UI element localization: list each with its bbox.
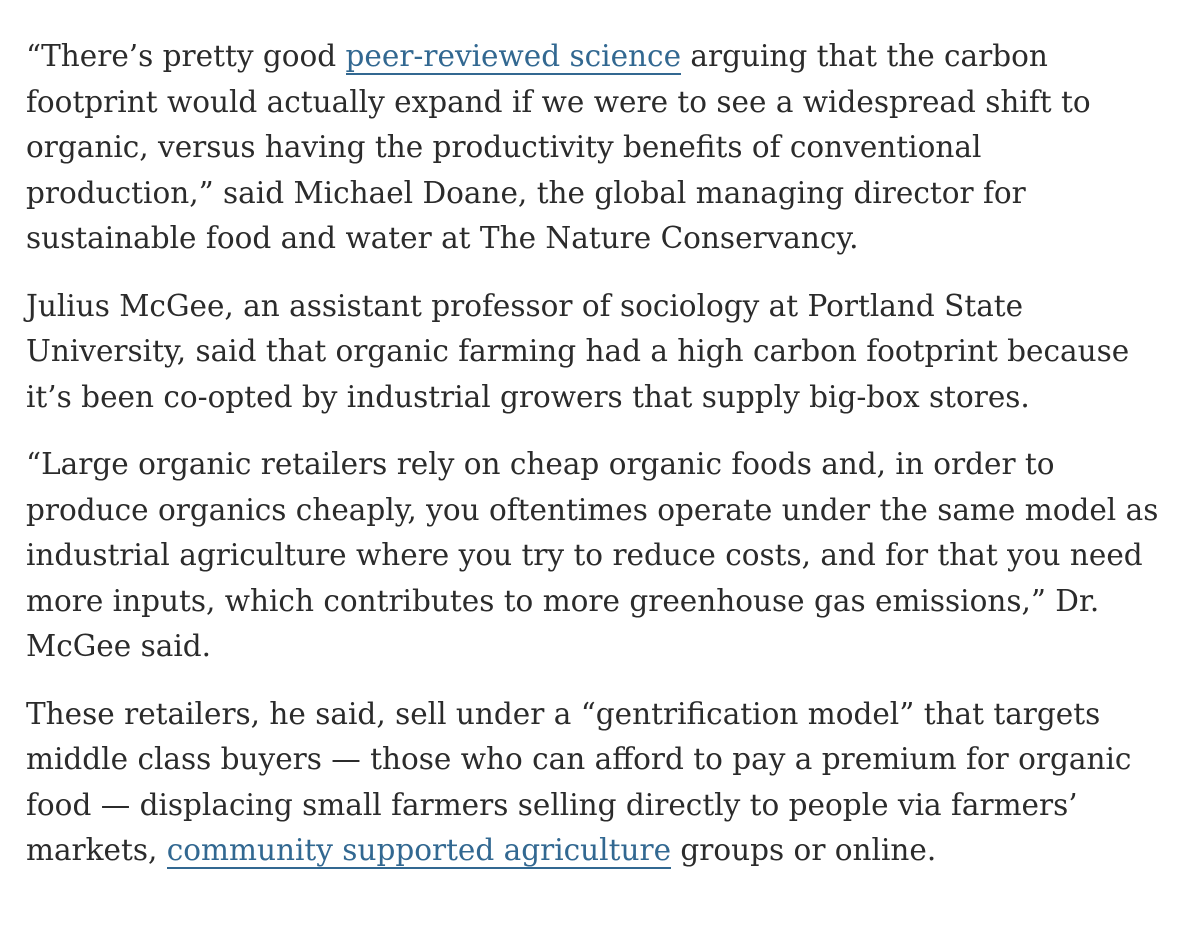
text-line: Julius McGee, an assistant professor of … [26, 288, 1024, 323]
text-segment: groups or online. [671, 833, 937, 867]
paragraph-gentrification: These retailers, he said, sell under a “… [26, 692, 1186, 874]
text-line: more inputs, which contributes to more g… [26, 583, 1100, 618]
text-line: University, said that organic farming ha… [26, 334, 1130, 368]
article-body: “There’s pretty good peer-reviewed scien… [26, 34, 1186, 896]
text-line: “There’s pretty good peer-reviewed scien… [26, 34, 1186, 80]
text-line: middle class buyers — those who can affo… [26, 742, 1132, 776]
text-line: organic, versus having the productivity … [26, 130, 982, 164]
peer-reviewed-science-link[interactable]: peer-reviewed science [345, 39, 682, 75]
community-supported-agriculture-link[interactable]: community supported agriculture [166, 833, 672, 869]
paragraph-mcgee-intro: Julius McGee, an assistant professor of … [26, 284, 1186, 421]
text-line: food — displacing small farmers selling … [26, 787, 1078, 822]
text-line: markets, community supported agriculture… [26, 828, 1186, 874]
paragraph-mcgee-quote: “Large organic retailers rely on cheap o… [26, 442, 1186, 670]
text-line: “Large organic retailers rely on cheap o… [26, 447, 1055, 481]
text-segment: markets, [26, 833, 167, 867]
text-segment: “There’s pretty good [26, 39, 346, 73]
text-line: industrial agriculture where you try to … [26, 538, 1143, 572]
text-segment: arguing that the carbon [681, 39, 1048, 73]
text-line: it’s been co-opted by industrial growers… [26, 379, 1030, 414]
paragraph-doane-quote: “There’s pretty good peer-reviewed scien… [26, 34, 1186, 262]
text-line: footprint would actually expand if we we… [26, 84, 1091, 119]
text-line: These retailers, he said, sell under a “… [26, 696, 1101, 731]
text-line: sustainable food and water at The Nature… [26, 221, 859, 255]
text-line: McGee said. [26, 629, 212, 663]
text-line: produce organics cheaply, you oftentimes… [26, 492, 1159, 527]
text-line: production,” said Michael Doane, the glo… [26, 175, 1026, 210]
